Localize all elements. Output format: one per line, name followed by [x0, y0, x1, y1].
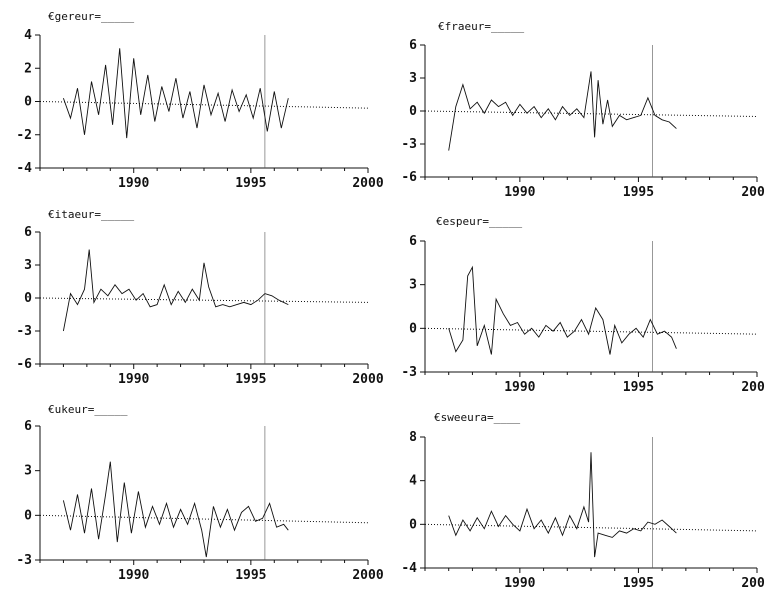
- chart-panel-1: €gereur=_____ 4 2 0 -2 -4 1990 1995 2000: [16, 10, 383, 191]
- x-tick-label: 2000: [741, 576, 765, 591]
- y-tick-label: -3: [401, 365, 417, 380]
- series-line: [62, 249, 289, 332]
- y-tick-label: 3: [409, 71, 417, 86]
- y-tick-label: -4: [16, 161, 32, 176]
- series-line: [448, 71, 677, 151]
- panel-title: €fraeur=_____: [438, 20, 524, 33]
- y-tick-label: 4: [409, 474, 417, 489]
- chart-panel-5: €ukeur=_____ 6 3 0 -3 1990 1995 2000: [16, 403, 383, 583]
- y-tick-label: -3: [16, 553, 32, 568]
- trend-line: [424, 327, 758, 335]
- x-tick-label: 1995: [235, 568, 266, 583]
- panel-title: €ukeur=_____: [48, 403, 128, 416]
- panel-title: €sweeura=____: [434, 411, 520, 424]
- x-tick-label: 1990: [504, 576, 535, 591]
- panel-title: €espeur=_____: [436, 215, 522, 228]
- series-line: [62, 48, 289, 139]
- x-tick-label: 1990: [504, 185, 535, 200]
- series-line: [448, 452, 677, 558]
- x-tick-label: 2000: [741, 380, 765, 395]
- y-tick-label: -6: [401, 170, 417, 185]
- y-tick-label: 0: [24, 508, 32, 523]
- trend-line: [424, 110, 758, 117]
- chart-panel-3: €itaeur=_____ 6 3 0 -3 -6 1990 1995 2000: [16, 208, 383, 387]
- y-tick-label: 0: [409, 321, 417, 336]
- panel-title: €itaeur=_____: [48, 208, 134, 221]
- panel-title: €gereur=_____: [48, 10, 134, 23]
- x-tick-label: 1995: [623, 185, 654, 200]
- chart-panel-2: €fraeur=_____ 6 3 0 -3 -6 1990 1995 2000: [401, 20, 765, 200]
- x-tick-label: 1995: [623, 380, 654, 395]
- trend-line: [39, 297, 369, 303]
- x-tick-label: 1990: [118, 176, 149, 191]
- y-tick-label: 6: [409, 234, 417, 249]
- x-tick-label: 1990: [118, 372, 149, 387]
- y-tick-label: 3: [24, 464, 32, 479]
- y-tick-label: 3: [24, 258, 32, 273]
- x-tick-label: 1990: [118, 568, 149, 583]
- y-tick-label: 0: [409, 517, 417, 532]
- x-tick-label: 2000: [741, 185, 765, 200]
- trend-line: [424, 523, 758, 532]
- x-tick-label: 2000: [352, 176, 383, 191]
- x-tick-label: 1995: [623, 576, 654, 591]
- y-tick-label: 6: [24, 419, 32, 434]
- series-line: [448, 265, 677, 355]
- chart-panel-4: €espeur=_____ 6 3 0 -3 1990 1995 2000: [401, 215, 765, 395]
- chart-panel-6: €sweeura=____ 8 4 0 -4 1990 1995 2000: [401, 411, 765, 591]
- y-tick-label: 8: [409, 430, 417, 445]
- y-tick-label: 6: [24, 225, 32, 240]
- series-line: [62, 461, 289, 558]
- y-tick-label: -3: [401, 137, 417, 152]
- y-tick-label: 3: [409, 278, 417, 293]
- y-tick-label: 0: [24, 291, 32, 306]
- trend-line: [39, 101, 369, 109]
- y-tick-label: -6: [16, 357, 32, 372]
- y-tick-label: 0: [24, 95, 32, 110]
- y-tick-label: 6: [409, 38, 417, 53]
- x-tick-label: 2000: [352, 372, 383, 387]
- trend-line: [39, 514, 369, 524]
- y-tick-label: 2: [24, 61, 32, 76]
- y-tick-label: -2: [16, 128, 32, 143]
- y-tick-label: 4: [24, 28, 32, 43]
- x-tick-label: 2000: [352, 568, 383, 583]
- y-tick-label: 0: [409, 104, 417, 119]
- x-tick-label: 1990: [504, 380, 535, 395]
- y-tick-label: -3: [16, 324, 32, 339]
- x-tick-label: 1995: [235, 176, 266, 191]
- x-tick-label: 1995: [235, 372, 266, 387]
- y-tick-label: -4: [401, 561, 417, 576]
